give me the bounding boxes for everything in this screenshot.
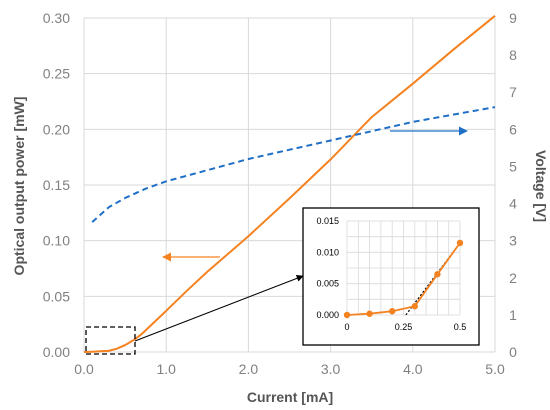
inset-data-point xyxy=(456,239,464,247)
inset-x-tick-label: 0.5 xyxy=(454,322,467,332)
main-ticks: 0.0 1.0 2.0 3.0 4.0 5.0 0.00 0.05 0.10 0.15 0.20 0.… xyxy=(43,10,517,377)
voltage-line xyxy=(91,106,496,223)
x-tick-label: 1.0 xyxy=(156,361,176,377)
y2-tick-label: 5 xyxy=(509,158,517,174)
main-grid xyxy=(83,17,496,353)
inset-power-line xyxy=(346,242,461,316)
y-tick-label: 0.15 xyxy=(43,177,70,193)
y2-tick-label: 6 xyxy=(509,121,517,137)
y2-tick-label: 4 xyxy=(509,196,517,212)
inset-data-point xyxy=(366,310,373,317)
x-tick-label: 3.0 xyxy=(321,361,341,377)
inset-data-point xyxy=(411,303,418,310)
main-series xyxy=(83,15,496,353)
y2-tick-label: 9 xyxy=(509,10,517,26)
inset-data-point xyxy=(434,271,441,278)
y-axis-label: Optical output power [mW] xyxy=(11,97,27,276)
y2-tick-label: 1 xyxy=(509,307,517,323)
inset-x-tick-label: 0.25 xyxy=(395,322,413,332)
inset-y-tick-label: 0.000 xyxy=(316,310,339,320)
y-tick-label: 0.20 xyxy=(43,121,70,137)
x-tick-label: 5.0 xyxy=(485,361,505,377)
x-axis-label: Current [mA] xyxy=(247,389,333,405)
optical-power-line xyxy=(83,15,496,353)
inset-y-tick-label: 0.010 xyxy=(316,247,339,257)
inset-frame xyxy=(302,207,480,346)
inset-y-tick-label: 0.005 xyxy=(316,279,339,289)
y2-tick-label: 3 xyxy=(509,233,517,249)
y2-tick-label: 2 xyxy=(509,270,517,286)
inset-x-tick-label: 0 xyxy=(344,322,349,332)
y2-tick-label: 7 xyxy=(509,84,517,100)
inset-data-point xyxy=(343,311,351,319)
x-tick-label: 2.0 xyxy=(239,361,259,377)
annotations xyxy=(85,126,468,355)
y-tick-label: 0.05 xyxy=(43,288,70,304)
y2-tick-label: 0 xyxy=(509,344,517,360)
inset-y-tick-label: 0.015 xyxy=(316,216,339,226)
y-tick-label: 0.25 xyxy=(43,66,70,82)
inset-chart: 0 0.25 0.5 0.000 0.005 0.010 0.015 xyxy=(302,207,480,346)
x-tick-label: 4.0 xyxy=(403,361,423,377)
y2-axis-label: Voltage [V] xyxy=(533,150,549,222)
y2-tick-label: 8 xyxy=(509,47,517,63)
y-tick-label: 0.00 xyxy=(43,344,70,360)
y-tick-label: 0.10 xyxy=(43,233,70,249)
x-tick-label: 0.0 xyxy=(74,361,94,377)
y-tick-label: 0.30 xyxy=(43,10,70,26)
zoom-arrow xyxy=(134,275,304,342)
zoom-region-box xyxy=(85,326,136,355)
inset-data-point xyxy=(389,308,396,315)
